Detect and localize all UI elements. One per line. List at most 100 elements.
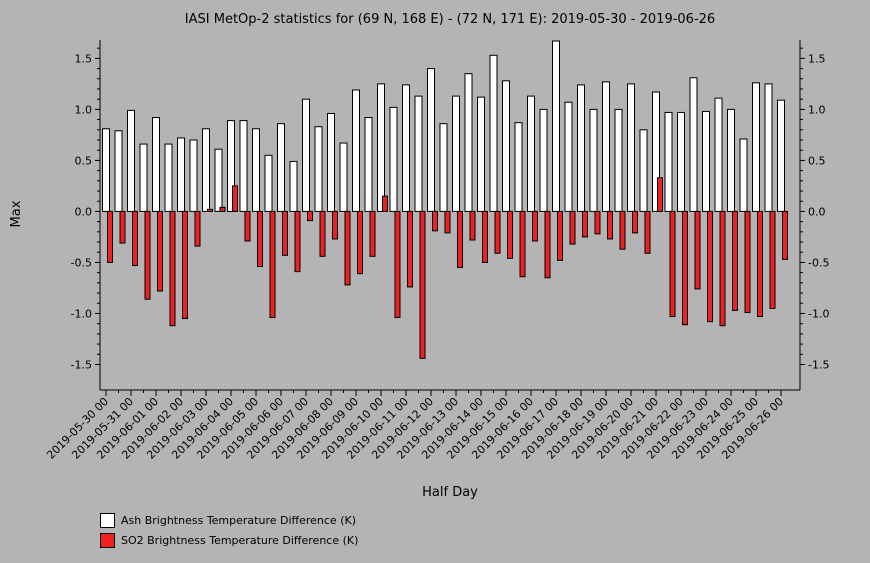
ash-bar — [577, 84, 585, 212]
so2-bar — [182, 210, 188, 320]
so2-bar — [294, 210, 301, 273]
so2-bar — [194, 210, 201, 247]
ash-bar — [714, 97, 723, 212]
ash-bar — [427, 68, 435, 212]
y-axis-label: Max — [9, 200, 24, 227]
so2-bar — [644, 210, 651, 254]
so2-bar — [282, 210, 288, 256]
so2-bar — [482, 210, 488, 263]
ash-bar — [514, 122, 523, 212]
y-tick-label-right: -0.5 — [808, 256, 829, 269]
ash-bar — [452, 95, 460, 212]
x-axis-label: Half Day — [422, 485, 478, 500]
so2-bar — [369, 210, 376, 257]
y-axis-left: -1.5 -1.0 -0.5 0.0 0.5 1.0 1.5 — [71, 40, 101, 390]
ash-bar — [739, 138, 748, 212]
ash-bar — [414, 95, 423, 212]
so2-bar — [332, 210, 338, 240]
so2-bar — [319, 210, 326, 257]
so2-bar — [707, 210, 713, 323]
y-tick-label-right: 1.0 — [808, 103, 826, 116]
ash-bar — [639, 129, 648, 212]
ash-bar — [489, 54, 498, 212]
ash-bar — [664, 111, 673, 212]
ash-bar — [539, 108, 548, 212]
legend-label-so2: SO2 Brightness Temperature Difference (K… — [121, 534, 359, 547]
y-tick-label-left: -1.0 — [71, 307, 92, 320]
so2-bar — [457, 210, 463, 269]
ash-bar — [214, 148, 223, 212]
y-tick-label-right: -1.5 — [808, 358, 829, 371]
so2-bar — [669, 210, 676, 318]
so2-bar — [107, 210, 113, 263]
so2-bar — [532, 210, 538, 242]
so2-bar — [157, 210, 163, 292]
ash-bar — [239, 120, 248, 212]
ash-bar — [152, 117, 160, 212]
so2-bar — [419, 210, 426, 359]
ash-bar — [389, 106, 398, 212]
legend-item-so2: SO2 Brightness Temperature Difference (K… — [100, 533, 358, 548]
ash-bar — [127, 109, 135, 212]
y-tick-label-left: 1.5 — [75, 52, 93, 65]
so2-bar — [619, 210, 626, 250]
ash-bar — [189, 139, 198, 212]
ash-bar — [364, 117, 373, 212]
ash-bar — [602, 81, 610, 212]
y-tick-label-right: 0.5 — [808, 154, 826, 167]
y-tick-label-right: 0.0 — [808, 205, 826, 218]
plot-area — [102, 40, 788, 359]
ash-bar — [477, 96, 485, 212]
ash-bar — [227, 120, 235, 212]
legend-label-ash: Ash Brightness Temperature Difference (K… — [121, 514, 356, 527]
ash-bar — [702, 110, 710, 212]
so2-bar — [357, 210, 363, 275]
so2-bar — [432, 210, 438, 232]
ash-bar — [177, 137, 185, 212]
legend-item-ash: Ash Brightness Temperature Difference (K… — [100, 513, 356, 528]
ash-bar — [339, 142, 348, 212]
so2-bar — [557, 210, 563, 261]
ash-bar — [777, 99, 785, 212]
so2-bar — [382, 195, 388, 212]
y-tick-label-left: 0.0 — [75, 205, 93, 218]
ash-bar — [139, 143, 148, 212]
so2-bar — [582, 210, 588, 238]
so2-bar — [244, 210, 251, 242]
ash-bar — [564, 101, 573, 212]
so2-bar — [719, 210, 726, 327]
so2-bar — [744, 210, 751, 313]
ash-bar — [114, 130, 123, 212]
ash-bar — [202, 128, 210, 212]
ash-bar — [102, 128, 110, 212]
so2-bar — [207, 208, 213, 212]
so2-bar — [169, 210, 176, 327]
so2-bar — [732, 210, 738, 311]
so2-bar — [132, 210, 138, 267]
legend-swatch-so2 — [100, 533, 115, 548]
ash-bar — [439, 123, 448, 212]
ash-bar — [589, 108, 598, 212]
ash-bar — [464, 73, 473, 212]
so2-bar — [594, 210, 601, 235]
so2-bar — [444, 210, 451, 234]
so2-bar — [507, 210, 513, 259]
so2-bar — [344, 210, 351, 286]
so2-bar — [232, 185, 238, 212]
chart-title: IASI MetOp-2 statistics for (69 N, 168 E… — [185, 12, 715, 27]
y-tick-label-right: 1.5 — [808, 52, 826, 65]
so2-bar — [257, 210, 263, 268]
so2-bar — [757, 210, 763, 318]
so2-bar — [394, 210, 401, 319]
ash-bar — [527, 95, 535, 212]
ash-bar — [614, 108, 623, 212]
ash-bar — [764, 83, 773, 212]
y-tick-label-left: -1.5 — [71, 358, 92, 371]
ash-bar — [552, 40, 560, 212]
ash-bar — [314, 126, 323, 212]
ash-bar — [264, 154, 273, 212]
ash-bar — [252, 128, 260, 212]
y-tick-label-left: 0.5 — [75, 154, 93, 167]
so2-bar — [407, 210, 413, 288]
